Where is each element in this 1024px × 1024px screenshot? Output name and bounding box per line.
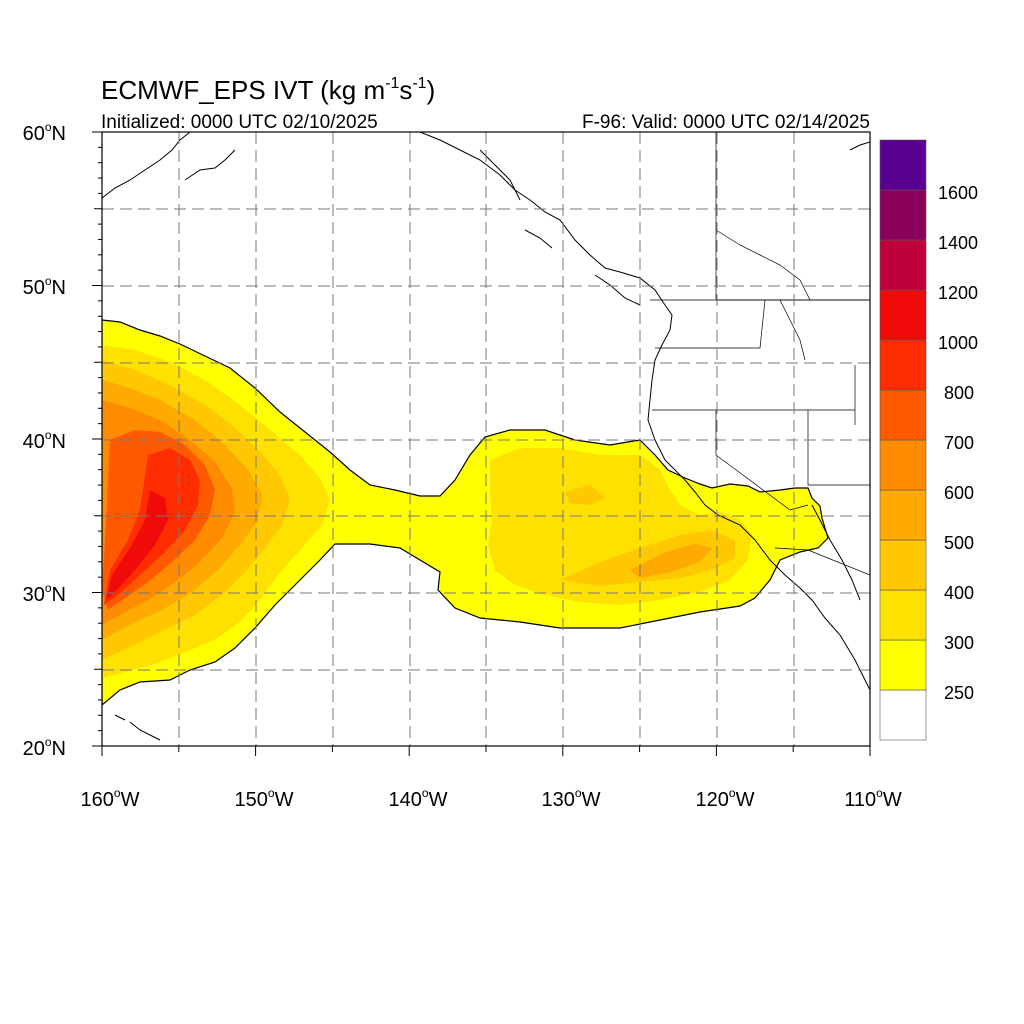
colorbar-label-250: 250	[944, 683, 974, 703]
colorbar-box-8	[879, 289, 927, 341]
x-tick-label-120w: 120oW	[696, 786, 755, 811]
colorbar-label-800: 800	[944, 383, 974, 403]
y-axis-labels: 60oN 50oN 40oN 30oN 20oN	[23, 120, 66, 760]
init-time-label: Initialized: 0000 UTC 02/10/2025	[101, 112, 378, 133]
y-tick-label-20n: 20oN	[23, 735, 66, 760]
colorbar-label-1200: 1200	[938, 283, 978, 303]
colorbar	[879, 139, 927, 741]
ivt-contour-300	[102, 345, 752, 678]
gridlines	[102, 132, 870, 746]
political-borders	[650, 132, 870, 576]
colorbar-label-1400: 1400	[938, 233, 978, 253]
ivt-contour-250	[102, 319, 829, 706]
y-tick-label-30n: 30oN	[23, 581, 66, 606]
colorbar-box-0	[879, 689, 927, 741]
colorbar-box-7	[879, 339, 927, 391]
colorbar-label-300: 300	[944, 633, 974, 653]
axis-ticks	[92, 131, 871, 756]
colorbar-label-600: 600	[944, 483, 974, 503]
colorbar-box-11	[879, 139, 927, 191]
x-tick-label-150w: 150oW	[235, 786, 294, 811]
colorbar-box-1	[879, 639, 927, 691]
ivt-plume	[102, 319, 829, 706]
ivt-contour-1000	[106, 490, 168, 600]
colorbar-box-9	[879, 239, 927, 291]
x-tick-label-110w: 110oW	[844, 786, 902, 811]
colorbar-label-1600: 1600	[938, 183, 978, 203]
valid-time-label: F-96: Valid: 0000 UTC 02/14/2025	[582, 112, 870, 133]
y-tick-label-40n: 40oN	[23, 428, 66, 453]
map-panel	[102, 132, 870, 746]
colorbar-box-5	[879, 439, 927, 491]
colorbar-box-2	[879, 589, 927, 641]
figure-title: ECMWF_EPS IVT (kg m-1s-1)	[101, 75, 435, 105]
colorbar-label-500: 500	[944, 533, 974, 553]
x-tick-label-140w: 140oW	[389, 786, 448, 811]
colorbar-box-10	[879, 189, 927, 241]
colorbar-box-3	[879, 539, 927, 591]
y-tick-label-50n: 50oN	[23, 274, 66, 299]
y-tick-label-60n: 60oN	[23, 120, 66, 145]
colorbar-labels: 250 300 400 500 600 700 800 1000 1200 14…	[938, 183, 978, 703]
x-tick-label-160w: 160oW	[81, 786, 140, 811]
colorbar-label-700: 700	[944, 433, 974, 453]
x-axis-labels: 160oW 150oW 140oW 130oW 120oW 110oW	[81, 786, 902, 811]
colorbar-label-400: 400	[944, 583, 974, 603]
colorbar-label-1000: 1000	[938, 333, 978, 353]
colorbar-box-6	[879, 389, 927, 441]
colorbar-box-4	[879, 489, 927, 541]
x-tick-label-130w: 130oW	[542, 786, 601, 811]
